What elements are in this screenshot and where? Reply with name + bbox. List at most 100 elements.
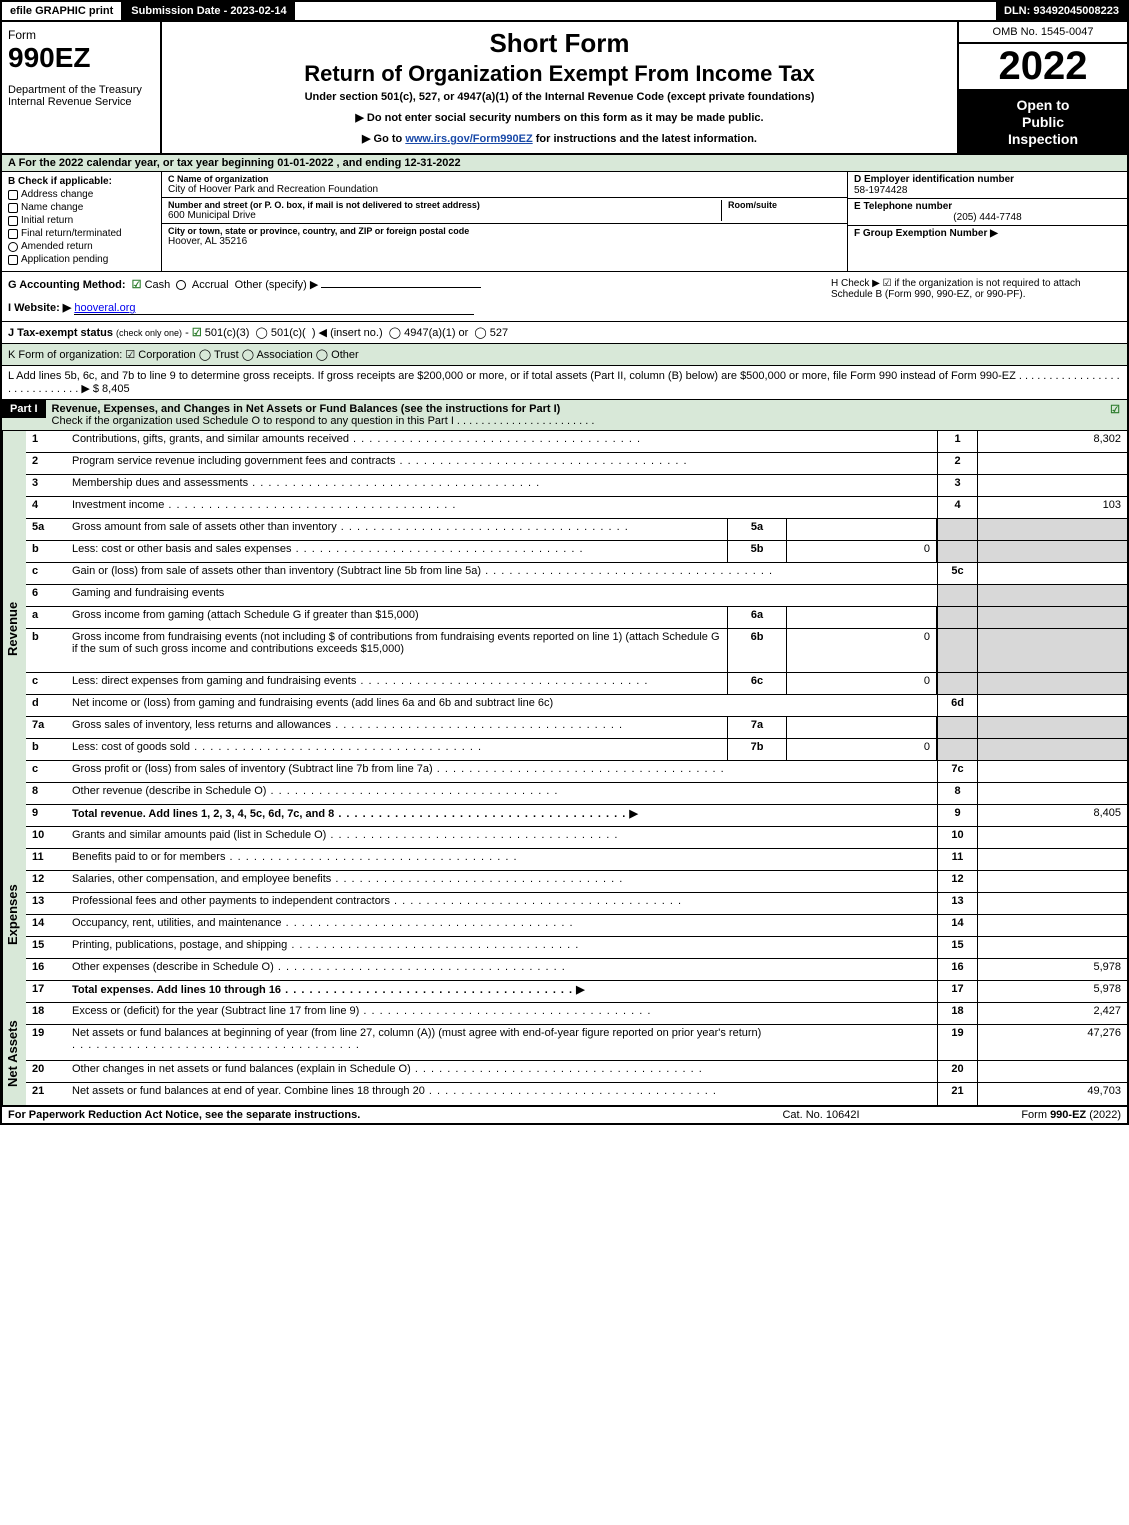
line-7c-amt <box>977 761 1127 782</box>
part-1-sub: Check if the organization used Schedule … <box>52 415 595 427</box>
line-14-desc: Occupancy, rent, utilities, and maintena… <box>72 917 282 929</box>
line-7b-sub: 7b <box>727 739 787 760</box>
line-7a-sub: 7a <box>727 717 787 738</box>
cb-final-return[interactable]: Final return/terminated <box>8 228 155 239</box>
line-5a: 5aGross amount from sale of assets other… <box>26 519 1127 541</box>
line-1: 1Contributions, gifts, grants, and simil… <box>26 431 1127 453</box>
street-value: 600 Municipal Drive <box>168 210 721 221</box>
street-label: Number and street (or P. O. box, if mail… <box>168 200 721 210</box>
line-6a-num: a <box>26 607 66 628</box>
line-8-amt <box>977 783 1127 804</box>
form-number: 990EZ <box>8 42 154 74</box>
line-20-amt <box>977 1061 1127 1082</box>
line-9-amt: 8,405 <box>977 805 1127 826</box>
line-3-col: 3 <box>937 475 977 496</box>
cb-name-change[interactable]: Name change <box>8 202 155 213</box>
line-6-desc: Gaming and fundraising events <box>72 587 224 599</box>
efile-print[interactable]: efile GRAPHIC print <box>2 2 123 20</box>
line-1-num: 1 <box>26 431 66 452</box>
line-15-amt <box>977 937 1127 958</box>
line-8-col: 8 <box>937 783 977 804</box>
line-17-amt: 5,978 <box>977 981 1127 1002</box>
line-6b-amt <box>977 629 1127 672</box>
dln: DLN: 93492045008223 <box>996 2 1127 20</box>
website-link[interactable]: hooveral.org <box>74 302 474 315</box>
cb-application-pending[interactable]: Application pending <box>8 254 155 265</box>
line-7a-num: 7a <box>26 717 66 738</box>
under-section: Under section 501(c), 527, or 4947(a)(1)… <box>168 91 951 103</box>
line-5b: bLess: cost or other basis and sales exp… <box>26 541 1127 563</box>
line-2-amt <box>977 453 1127 474</box>
line-6b-desc: Gross income from fundraising events (no… <box>72 631 720 655</box>
accrual-radio[interactable] <box>176 280 186 290</box>
line-7c-num: c <box>26 761 66 782</box>
line-21: 21Net assets or fund balances at end of … <box>26 1083 1127 1105</box>
line-6c-num: c <box>26 673 66 694</box>
line-5c-amt <box>977 563 1127 584</box>
line-13-amt <box>977 893 1127 914</box>
expenses-band: Expenses <box>2 827 26 1003</box>
goto-pre: ▶ Go to <box>362 133 405 145</box>
line-13-num: 13 <box>26 893 66 914</box>
h-check: H Check ▶ ☑ if the organization is not r… <box>821 278 1121 315</box>
line-6a-amt <box>977 607 1127 628</box>
part-1-check[interactable]: ☑ <box>1103 400 1127 419</box>
line-7a: 7aGross sales of inventory, less returns… <box>26 717 1127 739</box>
line-6a: aGross income from gaming (attach Schedu… <box>26 607 1127 629</box>
i-label: I Website: ▶ <box>8 302 71 314</box>
goto-post: for instructions and the latest informat… <box>533 133 757 145</box>
line-3-amt <box>977 475 1127 496</box>
header-mid: Short Form Return of Organization Exempt… <box>162 22 957 153</box>
line-5a-subval <box>787 519 937 540</box>
i-website: I Website: ▶ hooveral.org <box>8 301 821 315</box>
line-6d-desc: Net income or (loss) from gaming and fun… <box>72 697 553 709</box>
g-accrual: Accrual <box>192 279 229 291</box>
k-form-of-org: K Form of organization: ☑ Corporation ◯ … <box>0 344 1129 366</box>
cb-address-change[interactable]: Address change <box>8 189 155 200</box>
city-label: City or town, state or province, country… <box>168 226 841 236</box>
line-10: 10Grants and similar amounts paid (list … <box>26 827 1127 849</box>
line-2-desc: Program service revenue including govern… <box>72 455 395 467</box>
group-exemption-label: F Group Exemption Number ▶ <box>854 228 1121 239</box>
line-18-num: 18 <box>26 1003 66 1024</box>
header-right: OMB No. 1545-0047 2022 Open to Public In… <box>957 22 1127 153</box>
group-exemption-block: F Group Exemption Number ▶ <box>848 226 1127 241</box>
cb-amended-return[interactable]: Amended return <box>8 241 155 252</box>
netassets-lines: 18Excess or (deficit) for the year (Subt… <box>26 1003 1127 1105</box>
line-14-col: 14 <box>937 915 977 936</box>
revenue-grid: Revenue 1Contributions, gifts, grants, a… <box>0 431 1129 827</box>
line-5c: cGain or (loss) from sale of assets othe… <box>26 563 1127 585</box>
line-19-amt: 47,276 <box>977 1025 1127 1060</box>
line-5a-col <box>937 519 977 540</box>
line-7b: bLess: cost of goods sold7b0 <box>26 739 1127 761</box>
line-17-col: 17 <box>937 981 977 1002</box>
line-5b-col <box>937 541 977 562</box>
section-b-through-f: B Check if applicable: Address change Na… <box>0 172 1129 272</box>
cb-initial-return[interactable]: Initial return <box>8 215 155 226</box>
line-21-num: 21 <box>26 1083 66 1105</box>
line-15-desc: Printing, publications, postage, and shi… <box>72 939 287 951</box>
line-11-amt <box>977 849 1127 870</box>
line-7a-amt <box>977 717 1127 738</box>
line-6d-num: d <box>26 695 66 716</box>
col-d-e-f: D Employer identification number 58-1974… <box>847 172 1127 271</box>
line-8: 8Other revenue (describe in Schedule O)8 <box>26 783 1127 805</box>
open-label: Open to <box>1017 97 1070 113</box>
line-4-num: 4 <box>26 497 66 518</box>
line-6a-sub: 6a <box>727 607 787 628</box>
line-17-arrow-icon: ▶ <box>576 984 584 996</box>
line-4-col: 4 <box>937 497 977 518</box>
section-g-h-i: G Accounting Method: ☑ Cash Accrual Othe… <box>0 272 1129 322</box>
line-6-num: 6 <box>26 585 66 606</box>
line-11-num: 11 <box>26 849 66 870</box>
g-other-input[interactable] <box>321 287 481 288</box>
phone-value: (205) 444-7748 <box>854 212 1121 223</box>
g-cash: Cash <box>145 279 171 291</box>
line-7a-subval <box>787 717 937 738</box>
l-text: L Add lines 5b, 6c, and 7b to line 9 to … <box>8 370 1120 395</box>
line-20: 20Other changes in net assets or fund ba… <box>26 1061 1127 1083</box>
line-3-desc: Membership dues and assessments <box>72 477 248 489</box>
line-5b-sub: 5b <box>727 541 787 562</box>
irs-link[interactable]: www.irs.gov/Form990EZ <box>405 133 532 145</box>
line-13: 13Professional fees and other payments t… <box>26 893 1127 915</box>
